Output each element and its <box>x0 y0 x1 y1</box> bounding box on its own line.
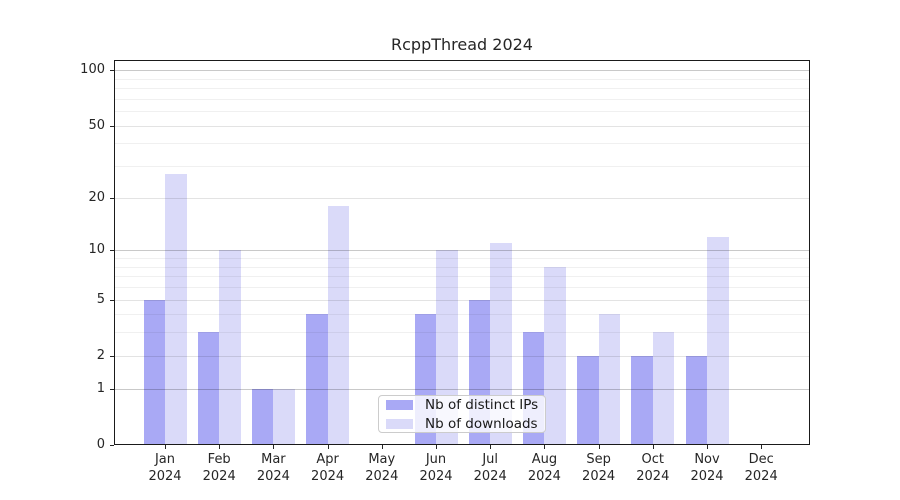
bar-downloads <box>490 243 512 445</box>
y-tick <box>110 355 114 357</box>
y-tick-label: 50 <box>88 117 105 133</box>
y-tick <box>110 299 114 301</box>
x-tick-month: Feb <box>207 452 231 467</box>
plot-area: Nb of distinct IPs Nb of downloads <box>114 60 810 445</box>
x-tick-month: Jan <box>154 452 176 467</box>
x-tick-year: 2024 <box>527 469 561 484</box>
y-tick-label: 1 <box>96 380 105 396</box>
x-tick-label: Nov 2024 <box>675 451 739 485</box>
x-tick-label: Apr 2024 <box>296 451 360 485</box>
x-tick <box>327 445 329 449</box>
bar-distinct-ips <box>631 355 653 445</box>
x-tick-month: Nov <box>694 452 720 467</box>
x-tick-month: May <box>368 452 396 467</box>
bar-distinct-ips <box>306 314 328 445</box>
x-tick-month: Oct <box>641 452 665 467</box>
x-tick-year: 2024 <box>690 469 724 484</box>
legend-swatch-distinct-ips <box>386 399 413 410</box>
legend-label-distinct-ips: Nb of distinct IPs <box>425 396 539 413</box>
x-tick-label: May 2024 <box>350 451 414 485</box>
x-tick <box>219 445 221 449</box>
x-tick-month: Jul <box>482 452 499 467</box>
x-tick-year: 2024 <box>256 469 290 484</box>
x-tick-year: 2024 <box>419 469 453 484</box>
x-tick-month: Dec <box>748 452 774 467</box>
bar-downloads <box>652 332 675 445</box>
chart-title: RcppThread 2024 <box>391 35 533 54</box>
bar-distinct-ips <box>685 355 707 445</box>
x-tick-year: 2024 <box>148 469 182 484</box>
x-tick <box>761 445 763 449</box>
y-tick-label: 2 <box>96 347 105 363</box>
y-tick <box>110 197 114 199</box>
x-tick <box>707 445 708 449</box>
legend-item-distinct-ips: Nb of distinct IPs <box>386 396 539 413</box>
bar-downloads <box>165 174 187 445</box>
x-tick-month: Mar <box>261 452 286 467</box>
legend: Nb of distinct IPs Nb of downloads <box>378 395 546 433</box>
x-tick-label: Jul 2024 <box>458 451 522 485</box>
bar-distinct-ips <box>197 332 220 445</box>
x-tick-label: Aug 2024 <box>512 451 576 485</box>
x-tick-year: 2024 <box>365 469 399 484</box>
x-tick <box>544 445 546 449</box>
legend-swatch-downloads <box>386 418 413 429</box>
x-tick-month: Jun <box>425 452 447 467</box>
x-tick <box>381 445 383 449</box>
y-tick-label: 20 <box>88 189 105 205</box>
y-tick <box>110 445 114 446</box>
x-tick-label: Jun 2024 <box>404 451 468 485</box>
bar-downloads <box>707 236 729 445</box>
bar-distinct-ips <box>577 355 599 445</box>
x-tick-label: Oct 2024 <box>621 451 685 485</box>
bars-layer <box>114 60 810 445</box>
x-tick-month: Sep <box>586 452 611 467</box>
x-tick <box>436 445 437 449</box>
bar-downloads <box>544 266 566 445</box>
x-tick-label: Jan 2024 <box>133 451 197 485</box>
x-tick <box>273 445 275 449</box>
bar-downloads <box>273 388 295 445</box>
x-tick-label: Sep 2024 <box>567 451 631 485</box>
legend-item-downloads: Nb of downloads <box>386 415 538 432</box>
bar-downloads <box>327 205 350 445</box>
x-tick-year: 2024 <box>202 469 236 484</box>
y-tick <box>110 250 114 252</box>
x-tick-month: Aug <box>531 452 558 467</box>
x-tick-month: Apr <box>316 452 339 467</box>
y-tick-label: 0 <box>96 437 105 452</box>
y-tick-label: 5 <box>96 291 105 307</box>
x-tick-year: 2024 <box>636 469 670 484</box>
x-tick <box>165 445 166 449</box>
x-tick-year: 2024 <box>744 469 778 484</box>
legend-label-downloads: Nb of downloads <box>425 415 538 432</box>
bar-downloads <box>598 314 621 445</box>
x-tick <box>652 445 654 449</box>
x-tick-year: 2024 <box>582 469 616 484</box>
x-tick <box>490 445 492 449</box>
bar-downloads <box>219 250 241 445</box>
x-tick <box>598 445 600 449</box>
bar-distinct-ips <box>251 388 274 445</box>
y-tick-label: 100 <box>80 62 105 78</box>
x-tick-year: 2024 <box>473 469 507 484</box>
y-tick <box>110 125 114 127</box>
bar-distinct-ips <box>143 299 165 445</box>
y-tick <box>110 70 114 72</box>
y-tick-label: 10 <box>88 242 105 258</box>
x-tick-label: Mar 2024 <box>241 451 305 485</box>
y-tick <box>110 388 114 390</box>
x-tick-label: Dec 2024 <box>729 451 793 485</box>
x-tick-label: Feb 2024 <box>187 451 251 485</box>
x-tick-year: 2024 <box>311 469 345 484</box>
